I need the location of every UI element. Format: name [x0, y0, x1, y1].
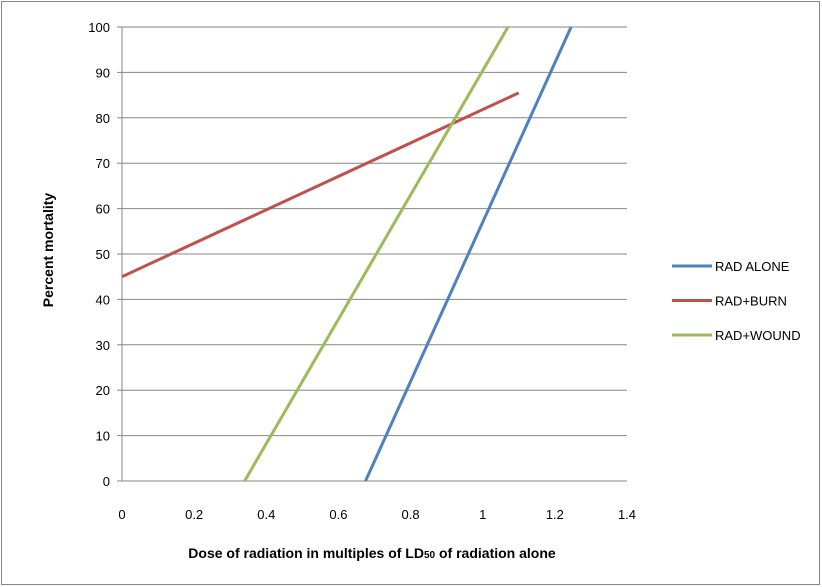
y-axis-title: Percent mortality: [40, 193, 56, 308]
x-tick-labels: 0 0.2 0.4 0.6 0.8 1 1.2 1.4: [118, 507, 636, 522]
x-tick-label: 0.8: [402, 507, 420, 522]
x-tick-label: 0.2: [185, 507, 203, 522]
x-tick-label: 1.4: [618, 507, 636, 522]
y-tick-labels: 0 10 20 30 40 50 60 70 80 90 100: [88, 20, 110, 489]
legend-label-rad-alone: RAD ALONE: [715, 259, 790, 274]
y-tick-label: 30: [96, 338, 110, 353]
x-axis-title-main: Dose of radiation in multiples of LD: [188, 545, 424, 561]
y-tick-label: 100: [88, 20, 110, 35]
y-tick-label: 20: [96, 383, 110, 398]
y-tick-label: 70: [96, 156, 110, 171]
x-tick-label: 0.4: [257, 507, 275, 522]
series-line-rad-alone: [364, 26, 573, 482]
x-tick-label: 1: [479, 507, 486, 522]
x-axis-title: Dose of radiation in multiples of LD50 o…: [188, 545, 556, 561]
y-tick-label: 40: [96, 292, 110, 307]
x-tick-label: 1.2: [546, 507, 564, 522]
y-tick-label: 90: [96, 65, 110, 80]
x-tick-label: 0: [118, 507, 125, 522]
x-axis-title-tail: of radiation alone: [435, 545, 556, 561]
x-axis-title-subscript: 50: [424, 550, 436, 561]
y-tick-label: 80: [96, 111, 110, 126]
legend: RAD ALONE RAD+BURN RAD+WOUND: [672, 259, 801, 343]
legend-label-rad-wound: RAD+WOUND: [715, 328, 801, 343]
legend-label-rad-burn: RAD+BURN: [715, 294, 787, 309]
y-tick-label: 60: [96, 202, 110, 217]
series-line-rad-wound: [243, 26, 510, 482]
y-tick-label: 0: [103, 474, 110, 489]
gridlines: [117, 26, 627, 482]
series-line-rad-burn: [121, 91, 520, 279]
y-tick-label: 50: [96, 247, 110, 262]
series-lines: [121, 26, 573, 482]
y-tick-label: 10: [96, 429, 110, 444]
x-tick-label: 0.6: [329, 507, 347, 522]
